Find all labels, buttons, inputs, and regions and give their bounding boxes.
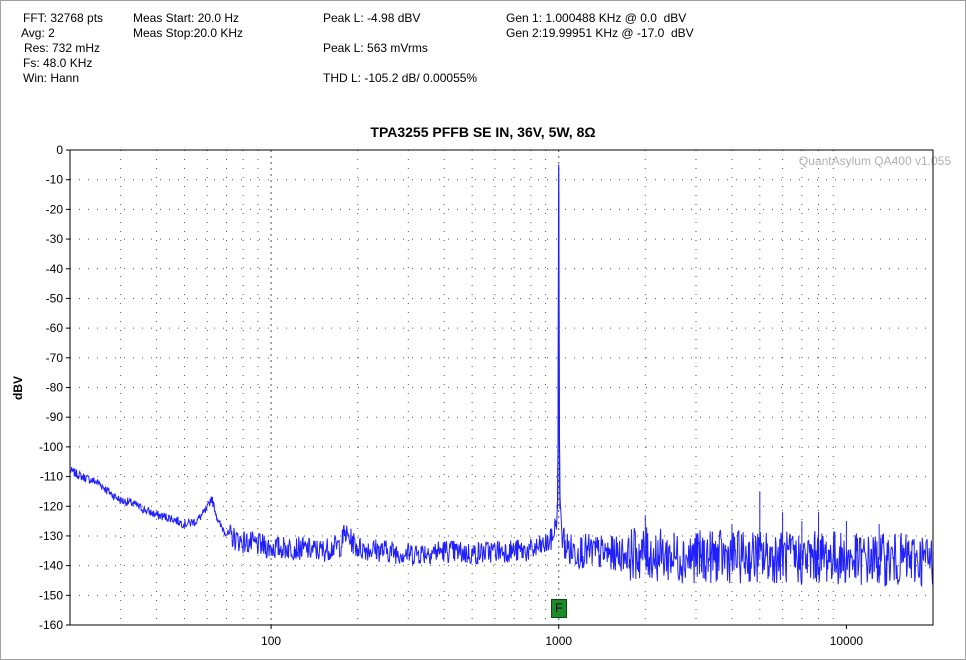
spectrum-trace bbox=[69, 193, 934, 588]
x-tick-label: 100 bbox=[261, 634, 281, 648]
peak-l-rms-readout: Peak L: 563 mVrms bbox=[323, 41, 428, 55]
chart-title: TPA3255 PFFB SE IN, 36V, 5W, 8Ω bbox=[370, 124, 595, 140]
avg-readout: Avg: 2 bbox=[21, 26, 55, 40]
y-tick-label: -130 bbox=[39, 529, 63, 543]
y-tick-label: -160 bbox=[39, 618, 63, 632]
y-tick-label: -80 bbox=[46, 381, 64, 395]
y-tick-label: -50 bbox=[46, 291, 64, 305]
y-tick-label: -150 bbox=[39, 588, 63, 602]
x-tick-label: 1000 bbox=[545, 634, 572, 648]
y-tick-label: -110 bbox=[40, 470, 63, 484]
watermark: QuantAsylum QA400 v1.055 bbox=[799, 154, 951, 168]
y-tick-label: -120 bbox=[39, 499, 63, 513]
fs-readout: Fs: 48.0 KHz bbox=[23, 56, 93, 70]
meas-stop-readout: Meas Stop:20.0 KHz bbox=[133, 26, 244, 40]
y-tick-label: -90 bbox=[46, 410, 64, 424]
y-axis-ticks: 0 -10 -20 -30 -40 -50 -60 -70 -80 -90 -100 -110 -120… bbox=[39, 143, 70, 632]
gen1-readout: Gen 1: 1.000488 KHz @ 0.0 dBV bbox=[506, 11, 687, 25]
frequency-marker[interactable]: F bbox=[550, 599, 567, 618]
plot-border bbox=[69, 149, 934, 626]
fft-readout: FFT: 32768 pts bbox=[23, 11, 104, 25]
x-axis-ticks: 100 1000 10000 bbox=[261, 625, 863, 648]
y-tick-label: -140 bbox=[39, 559, 63, 573]
y-axis-label: dBV bbox=[11, 376, 25, 400]
y-tick-label: -70 bbox=[46, 351, 64, 365]
meas-start-readout: Meas Start: 20.0 Hz bbox=[133, 11, 240, 25]
y-tick-label: -10 bbox=[46, 173, 64, 187]
y-tick-label: -40 bbox=[46, 262, 64, 276]
res-readout: Res: 732 mHz bbox=[24, 41, 101, 55]
y-tick-label: -60 bbox=[46, 321, 64, 335]
y-tick-label: -20 bbox=[46, 202, 64, 216]
x-tick-label: 10000 bbox=[830, 634, 864, 648]
y-tick-label: -30 bbox=[46, 232, 64, 246]
gen2-readout: Gen 2:19.99951 KHz @ -17.0 dBV bbox=[506, 26, 694, 40]
win-readout: Win: Hann bbox=[23, 71, 80, 85]
peak-l-dbv-readout: Peak L: -4.98 dBV bbox=[323, 11, 421, 25]
series-layer bbox=[69, 164, 934, 588]
thd-l-readout: THD L: -105.2 dB/ 0.00055% bbox=[323, 71, 478, 85]
fundamental-peak bbox=[556, 164, 561, 510]
y-tick-label: -100 bbox=[39, 440, 63, 454]
y-tick-label: 0 bbox=[56, 143, 63, 157]
